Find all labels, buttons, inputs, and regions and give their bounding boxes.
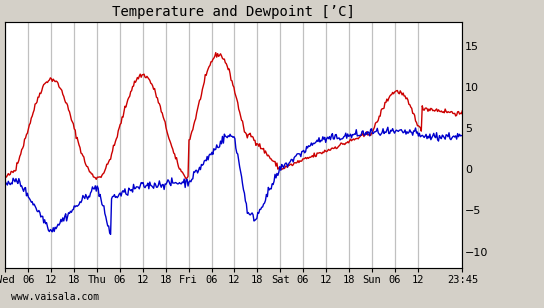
Text: www.vaisala.com: www.vaisala.com [11, 292, 99, 302]
Title: Temperature and Dewpoint [’C]: Temperature and Dewpoint [’C] [113, 5, 355, 19]
